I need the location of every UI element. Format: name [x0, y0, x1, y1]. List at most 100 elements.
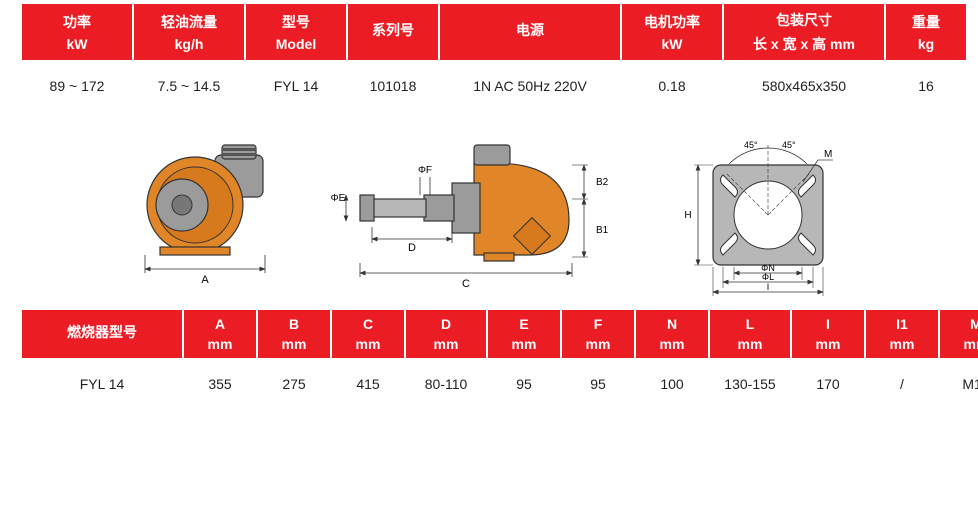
hdr-unit: mm	[188, 336, 252, 352]
col-motor: 电机功率 kW	[622, 4, 722, 60]
col-E: Emm	[488, 310, 560, 358]
angle45-left: 45°	[744, 140, 758, 150]
hdr-unit: kg	[890, 36, 962, 52]
hdr-text: D	[441, 316, 451, 332]
col-I1: I1 mm	[866, 310, 938, 358]
cell: 170	[792, 358, 864, 410]
hdr-text: 重量	[912, 14, 940, 30]
hdr-text: I1	[896, 316, 908, 332]
col-power: 功率 kW	[22, 4, 132, 60]
col-burner-model: 燃烧器型号	[22, 310, 182, 358]
hdr-text: E	[519, 316, 528, 332]
hdr-unit: mm	[262, 336, 326, 352]
col-B: Bmm	[258, 310, 330, 358]
cell: 580x465x350	[724, 60, 884, 112]
dim-D-label: D	[408, 242, 416, 254]
col-L: Lmm	[710, 310, 790, 358]
H-label: H	[684, 210, 691, 221]
col-packing: 包装尺寸长 x 宽 x 高 mm	[724, 4, 884, 60]
col-weight: 重量 kg	[886, 4, 966, 60]
table-row: 89 ~ 172 7.5 ~ 14.5 FYL 14 101018 1N AC …	[22, 60, 966, 112]
B1-label: B1	[596, 225, 609, 236]
cell: 89 ~ 172	[22, 60, 132, 112]
hdr-unit: mm	[566, 336, 630, 352]
col-N: Nmm	[636, 310, 708, 358]
diagram-flange-view: 45° 45° M H ΦN ΦL I	[668, 130, 868, 300]
cell: 95	[562, 358, 634, 410]
col-series: 系列号	[348, 4, 438, 60]
I-label: I	[767, 282, 770, 292]
cell: FYL 14	[22, 358, 182, 410]
hdr-unit: Model	[250, 36, 342, 52]
hdr-unit: mm	[870, 336, 934, 352]
hdr-text: 电机功率	[644, 14, 700, 30]
cell: 0.18	[622, 60, 722, 112]
col-D: Dmm	[406, 310, 486, 358]
hdr-text: I	[826, 316, 830, 332]
dim-C-label: C	[462, 278, 470, 290]
cell: 355	[184, 358, 256, 410]
hdr-text: F	[594, 316, 603, 332]
col-A: Amm	[184, 310, 256, 358]
hdr-unit: mm	[714, 336, 786, 352]
hdr-text: 型号	[282, 14, 310, 30]
cell: 415	[332, 358, 404, 410]
table-row: FYL 14 355 275 415 80-110 95 95 100 130-…	[22, 358, 978, 410]
col-power-supply: 电源	[440, 4, 620, 60]
cell: M12	[940, 358, 978, 410]
cell: 16	[886, 60, 966, 112]
cell: /	[866, 358, 938, 410]
cell: 101018	[348, 60, 438, 112]
hdr-unit: kg/h	[138, 36, 240, 52]
hdr-text: C	[363, 316, 373, 332]
cell: 80-110	[406, 358, 486, 410]
phiL-label: ΦL	[762, 272, 774, 282]
hdr-unit: mm	[944, 336, 978, 352]
hdr-unit: mm	[492, 336, 556, 352]
col-F: Fmm	[562, 310, 634, 358]
B2-label: B2	[596, 177, 609, 188]
col-I: Imm	[792, 310, 864, 358]
col-model: 型号 Model	[246, 4, 346, 60]
hdr-unit: 长 x 宽 x 高 mm	[728, 34, 880, 54]
hdr-unit: mm	[410, 336, 482, 352]
hdr-text: 电源	[516, 22, 544, 38]
diagram-side-view: D ΦE ΦF B2 B1 C	[324, 135, 644, 295]
dim-A-label: A	[201, 274, 209, 286]
M-label: M	[824, 149, 832, 160]
hdr-text: 轻油流量	[161, 14, 217, 30]
phiF-label: ΦF	[418, 165, 432, 176]
hdr-text: A	[215, 316, 225, 332]
hdr-unit: kW	[626, 36, 718, 52]
specs-table: 功率 kW 轻油流量 kg/h 型号 Model 系列号 电源 电机功率 kW 包装尺寸…	[20, 4, 968, 112]
hdr-text: 包装尺寸	[776, 12, 832, 28]
cell: 100	[636, 358, 708, 410]
table-header-row: 燃烧器型号 Amm Bmm Cmm Dmm Emm Fmm Nmm Lmm Im…	[22, 310, 978, 358]
cell: 1N AC 50Hz 220V	[440, 60, 620, 112]
hdr-text: M	[970, 316, 978, 332]
cell: FYL 14	[246, 60, 346, 112]
col-C: Cmm	[332, 310, 404, 358]
table-header-row: 功率 kW 轻油流量 kg/h 型号 Model 系列号 电源 电机功率 kW 包装尺寸…	[22, 4, 966, 60]
col-flow: 轻油流量 kg/h	[134, 4, 244, 60]
hdr-text: B	[289, 316, 299, 332]
hdr-unit: mm	[640, 336, 704, 352]
cell: 95	[488, 358, 560, 410]
cell: 7.5 ~ 14.5	[134, 60, 244, 112]
hdr-text: 燃烧器型号	[67, 324, 137, 340]
phiE-label: ΦE	[331, 193, 346, 204]
hdr-text: N	[667, 316, 677, 332]
cell: 275	[258, 358, 330, 410]
angle45-right: 45°	[782, 140, 796, 150]
hdr-text: L	[746, 316, 755, 332]
col-M: Mmm	[940, 310, 978, 358]
hdr-unit: mm	[336, 336, 400, 352]
hdr-text: 系列号	[372, 22, 414, 38]
diagram-front-view: A	[110, 135, 300, 295]
hdr-text: 功率	[63, 14, 91, 30]
dimension-diagrams: A D ΦE	[20, 130, 958, 300]
cell: 130-155	[710, 358, 790, 410]
dimensions-table: 燃烧器型号 Amm Bmm Cmm Dmm Emm Fmm Nmm Lmm Im…	[20, 310, 978, 410]
hdr-unit: kW	[26, 36, 128, 52]
hdr-unit: mm	[796, 336, 860, 352]
